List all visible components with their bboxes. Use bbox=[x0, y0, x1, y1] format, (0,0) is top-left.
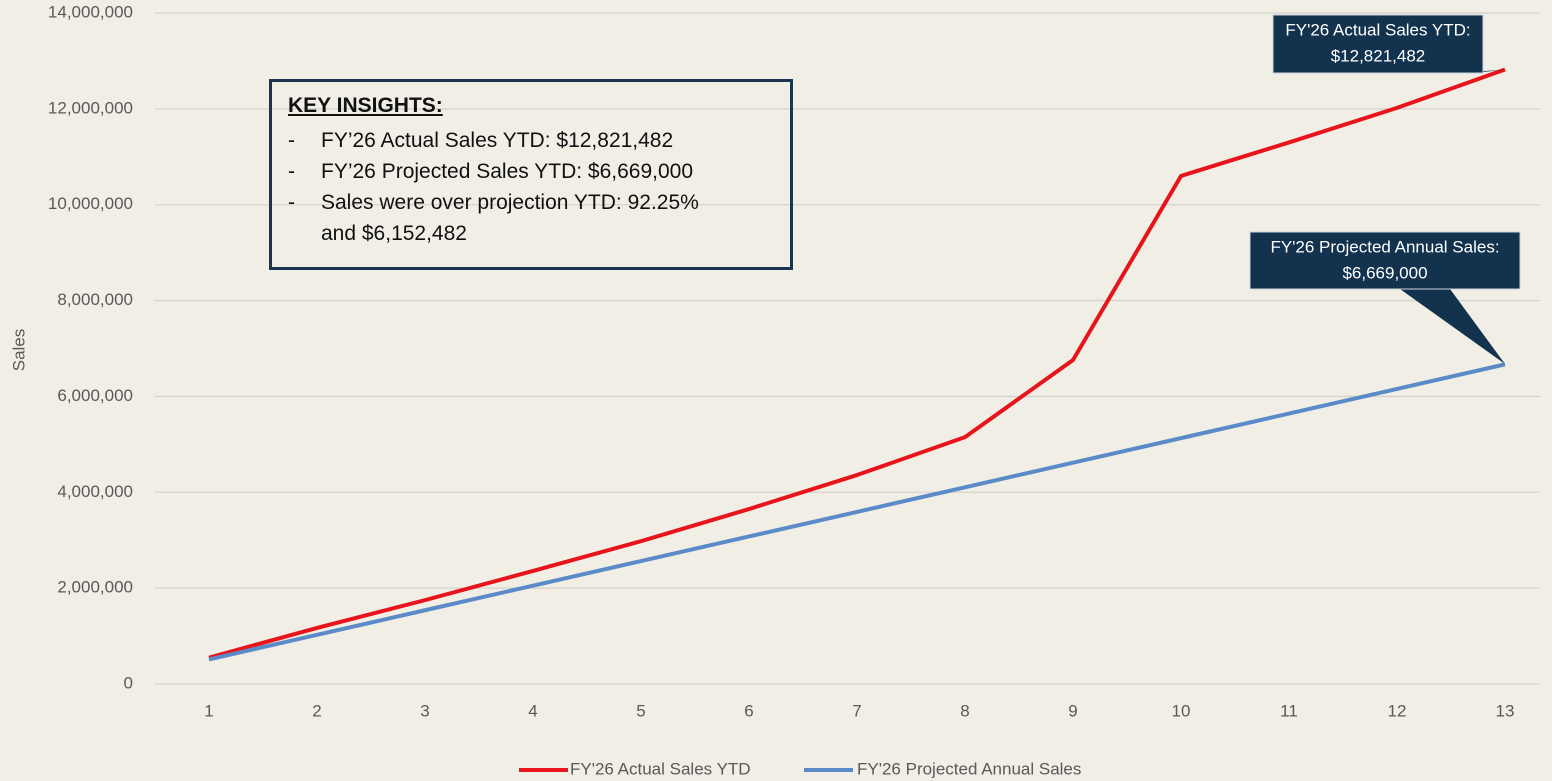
x-tick-label: 10 bbox=[1172, 701, 1191, 720]
callout-text: $6,669,000 bbox=[1342, 263, 1427, 282]
insight: FY’26 Projected Sales YTD: $6,669,000 bbox=[288, 156, 728, 187]
x-tick-label: 2 bbox=[312, 701, 321, 720]
x-tick-label: 12 bbox=[1388, 701, 1407, 720]
callout-text: FY'26 Projected Annual Sales: bbox=[1270, 237, 1499, 256]
y-tick-label: 4,000,000 bbox=[57, 482, 133, 501]
callout-box bbox=[1272, 14, 1484, 74]
x-tick-label: 6 bbox=[744, 701, 753, 720]
x-tick-label: 3 bbox=[420, 701, 429, 720]
callout-pointer bbox=[1400, 289, 1505, 364]
y-tick-label: 0 bbox=[124, 673, 133, 692]
x-tick-label: 4 bbox=[528, 701, 537, 720]
y-tick-label: 6,000,000 bbox=[57, 386, 133, 405]
y-tick-label: 2,000,000 bbox=[57, 578, 133, 597]
line-series bbox=[208, 362, 1506, 662]
legend-label: FY'26 Actual Sales YTD bbox=[570, 759, 751, 778]
y-axis-label: Sales bbox=[9, 329, 28, 372]
y-tick-label: 8,000,000 bbox=[57, 290, 133, 309]
x-tick-label: 11 bbox=[1280, 701, 1298, 720]
insights-title: KEY INSIGHTS: bbox=[288, 94, 443, 117]
x-tick-label: 13 bbox=[1496, 701, 1515, 720]
insight: FY’26 Actual Sales YTD: $12,821,482 bbox=[288, 125, 728, 156]
insight: Sales were over projection YTD: 92.25% a… bbox=[288, 187, 728, 249]
callout-text: FY'26 Actual Sales YTD: bbox=[1285, 20, 1470, 39]
callout-text: $12,821,482 bbox=[1331, 46, 1426, 65]
legend-label: FY'26 Projected Annual Sales bbox=[857, 759, 1081, 778]
y-tick-label: 10,000,000 bbox=[48, 194, 133, 213]
x-tick-label: 7 bbox=[852, 701, 861, 720]
y-tick-label: 12,000,000 bbox=[48, 98, 133, 117]
insights-list: FY’26 Actual Sales YTD: $12,821,482 FY’2… bbox=[288, 125, 728, 249]
x-tick-label: 5 bbox=[636, 701, 645, 720]
x-tick-label: 1 bbox=[204, 701, 213, 720]
x-tick-label: 8 bbox=[960, 701, 969, 720]
insights-box: KEY INSIGHTS: FY’26 Actual Sales YTD: $1… bbox=[269, 79, 793, 270]
line-series bbox=[208, 67, 1506, 660]
x-tick-label: 9 bbox=[1068, 701, 1077, 720]
y-tick-label: 14,000,000 bbox=[48, 2, 133, 21]
callout-box bbox=[1249, 231, 1521, 290]
